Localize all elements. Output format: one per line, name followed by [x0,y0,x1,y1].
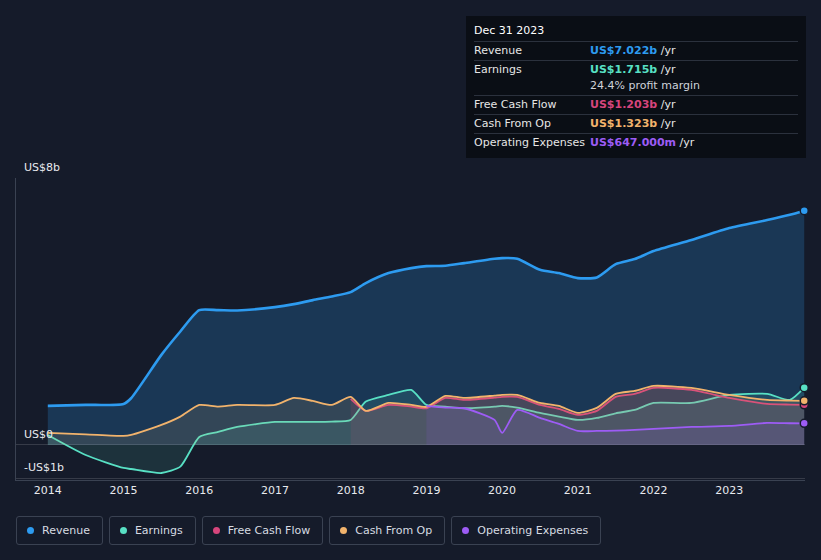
svg-text:US$8b: US$8b [24,161,60,174]
html-text:Cash From Op: Cash From Op [355,524,433,537]
html-text:Free Cash Flow: Free Cash Flow [474,98,557,111]
html-text:Operating Expenses: Operating Expenses [477,524,589,537]
html-text:Cash From Op: Cash From Op [474,117,551,130]
html-text:US$7.022b /yr: US$7.022b /yr [590,44,676,57]
html-text:24.4% profit margin: 24.4% profit margin [590,79,700,92]
html-text:Revenue: Revenue [42,524,90,537]
svg-text:2016: 2016 [185,484,213,497]
html-text:US$1.715b /yr: US$1.715b /yr [590,63,676,76]
svg-text:2022: 2022 [640,484,668,497]
svg-text:2020: 2020 [488,484,516,497]
html-text:Free Cash Flow: Free Cash Flow [227,524,311,537]
svg-text:2023: 2023 [715,484,743,497]
svg-text:2017: 2017 [261,484,289,497]
html-text:Dec 31 2023: Dec 31 2023 [474,24,545,37]
svg-text:2014: 2014 [34,484,62,497]
html-text:Revenue: Revenue [474,44,522,57]
html-text:US$1.323b /yr: US$1.323b /yr [590,117,676,130]
svg-text:US$0: US$0 [24,428,53,441]
html-text:US$1.203b /yr: US$1.203b /yr [590,98,676,111]
svg-text:2015: 2015 [110,484,138,497]
html-text:Operating Expenses: Operating Expenses [474,136,585,149]
svg-text:2019: 2019 [412,484,440,497]
svg-text:-US$1b: -US$1b [24,461,64,474]
html-text:Earnings: Earnings [474,63,522,76]
html-text:Earnings: Earnings [134,524,183,537]
svg-text:2021: 2021 [564,484,592,497]
html-text:US$647.000m /yr: US$647.000m /yr [590,136,695,149]
svg-text:2018: 2018 [337,484,365,497]
